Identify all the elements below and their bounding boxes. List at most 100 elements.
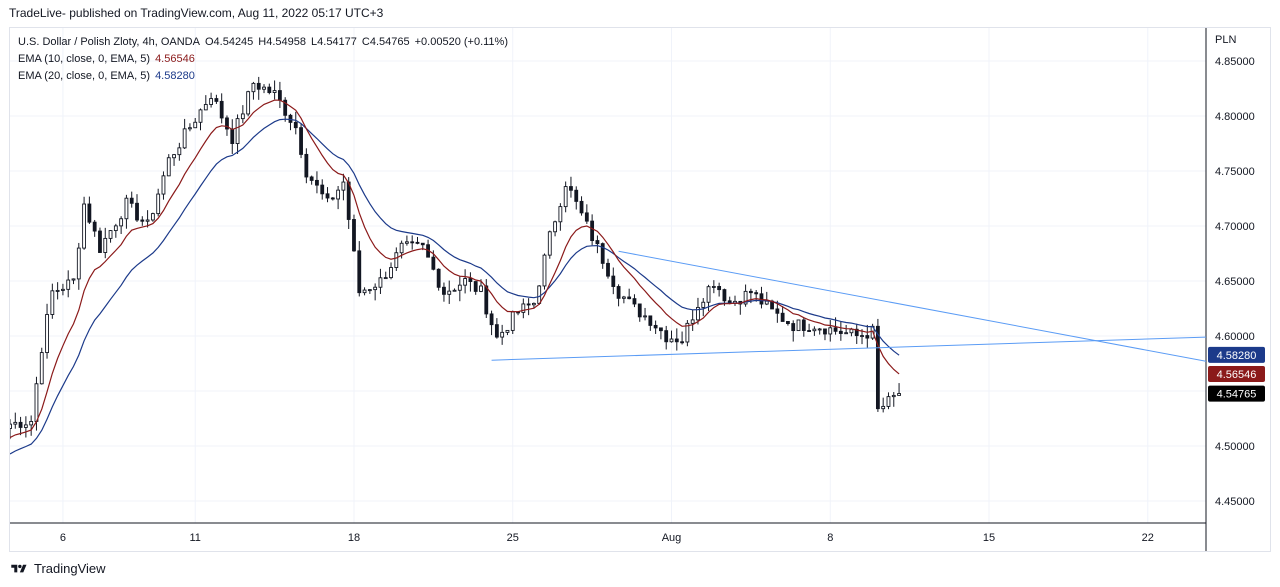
candle[interactable] (442, 282, 446, 302)
candle[interactable] (674, 328, 679, 351)
candle[interactable] (150, 212, 155, 222)
trendline-upper[interactable] (618, 250, 1206, 362)
candle[interactable] (606, 258, 610, 279)
candle[interactable] (473, 281, 478, 295)
trendline-lower[interactable] (491, 336, 1206, 361)
candle[interactable] (367, 289, 372, 294)
candle[interactable] (711, 280, 716, 294)
candle[interactable] (299, 123, 303, 159)
candle[interactable] (45, 303, 49, 359)
candle[interactable] (828, 320, 833, 342)
candle[interactable] (410, 235, 415, 250)
candle[interactable] (172, 153, 176, 166)
candle[interactable] (807, 323, 812, 333)
candle[interactable] (219, 93, 224, 124)
candle[interactable] (61, 283, 65, 296)
candle[interactable] (272, 80, 277, 100)
candle[interactable] (76, 242, 81, 290)
candle[interactable] (616, 284, 621, 307)
candle[interactable] (759, 286, 764, 309)
candle[interactable] (82, 196, 86, 250)
candle[interactable] (717, 282, 722, 297)
candle[interactable] (563, 181, 568, 213)
ema20-line[interactable] (10, 118, 900, 455)
candle[interactable] (135, 194, 139, 222)
candle[interactable] (267, 83, 272, 95)
candle[interactable] (119, 216, 124, 235)
candle[interactable] (796, 319, 801, 332)
candle[interactable] (145, 210, 150, 228)
candle[interactable] (664, 325, 669, 350)
candle[interactable] (341, 173, 346, 201)
candle[interactable] (357, 241, 362, 297)
candle[interactable] (817, 327, 822, 335)
candle[interactable] (505, 329, 510, 336)
candle[interactable] (103, 227, 108, 259)
candle[interactable] (669, 330, 674, 343)
candle[interactable] (690, 309, 695, 331)
candle[interactable] (637, 303, 642, 322)
candle[interactable] (494, 318, 499, 339)
candle[interactable] (659, 327, 663, 340)
candle[interactable] (50, 283, 55, 319)
candle[interactable] (129, 191, 134, 208)
candle[interactable] (124, 194, 129, 229)
candle[interactable] (844, 324, 849, 335)
candle[interactable] (92, 219, 97, 237)
candle[interactable] (685, 320, 690, 347)
candle[interactable] (463, 269, 468, 294)
candle[interactable] (315, 171, 319, 194)
candle[interactable] (584, 204, 589, 224)
candle[interactable] (378, 268, 383, 294)
candle[interactable] (865, 324, 870, 348)
candle[interactable] (177, 142, 182, 161)
candle[interactable] (55, 282, 60, 300)
candle[interactable] (288, 113, 293, 131)
candle[interactable] (71, 278, 76, 285)
candle[interactable] (786, 321, 790, 326)
candle[interactable] (277, 81, 282, 109)
candle[interactable] (569, 176, 573, 198)
candle[interactable] (553, 220, 557, 237)
candle[interactable] (198, 108, 203, 131)
candle[interactable] (320, 179, 325, 200)
candle[interactable] (362, 287, 367, 296)
candle[interactable] (209, 92, 214, 108)
candle[interactable] (558, 203, 563, 231)
candle[interactable] (87, 196, 92, 225)
candle[interactable] (13, 412, 18, 429)
candle[interactable] (336, 185, 341, 210)
candle[interactable] (743, 284, 748, 307)
symbol-title[interactable]: U.S. Dollar / Polish Zloty, 4h, OANDA (18, 36, 200, 48)
candle[interactable] (98, 227, 102, 253)
candle[interactable] (415, 236, 420, 245)
candle[interactable] (574, 186, 579, 210)
candle[interactable] (764, 291, 769, 306)
candle[interactable] (447, 280, 452, 304)
candle[interactable] (283, 97, 288, 122)
candle[interactable] (854, 323, 859, 344)
candle[interactable] (627, 288, 632, 300)
candle[interactable] (108, 230, 113, 243)
candle[interactable] (23, 416, 28, 438)
candle[interactable] (9, 419, 12, 440)
candle[interactable] (547, 230, 552, 259)
candle[interactable] (309, 175, 314, 185)
candle[interactable] (225, 115, 229, 136)
candle[interactable] (823, 328, 827, 341)
candle[interactable] (256, 76, 261, 100)
candle[interactable] (383, 271, 388, 280)
candle[interactable] (590, 214, 595, 246)
candle[interactable] (66, 270, 71, 298)
candle[interactable] (595, 235, 600, 254)
candle[interactable] (193, 117, 198, 129)
candle[interactable] (113, 223, 118, 238)
candle[interactable] (140, 216, 145, 226)
candle[interactable] (188, 123, 192, 132)
candle[interactable] (701, 298, 706, 317)
candle[interactable] (653, 320, 658, 334)
candle[interactable] (304, 148, 309, 184)
candle[interactable] (881, 397, 886, 413)
candle[interactable] (489, 310, 494, 336)
